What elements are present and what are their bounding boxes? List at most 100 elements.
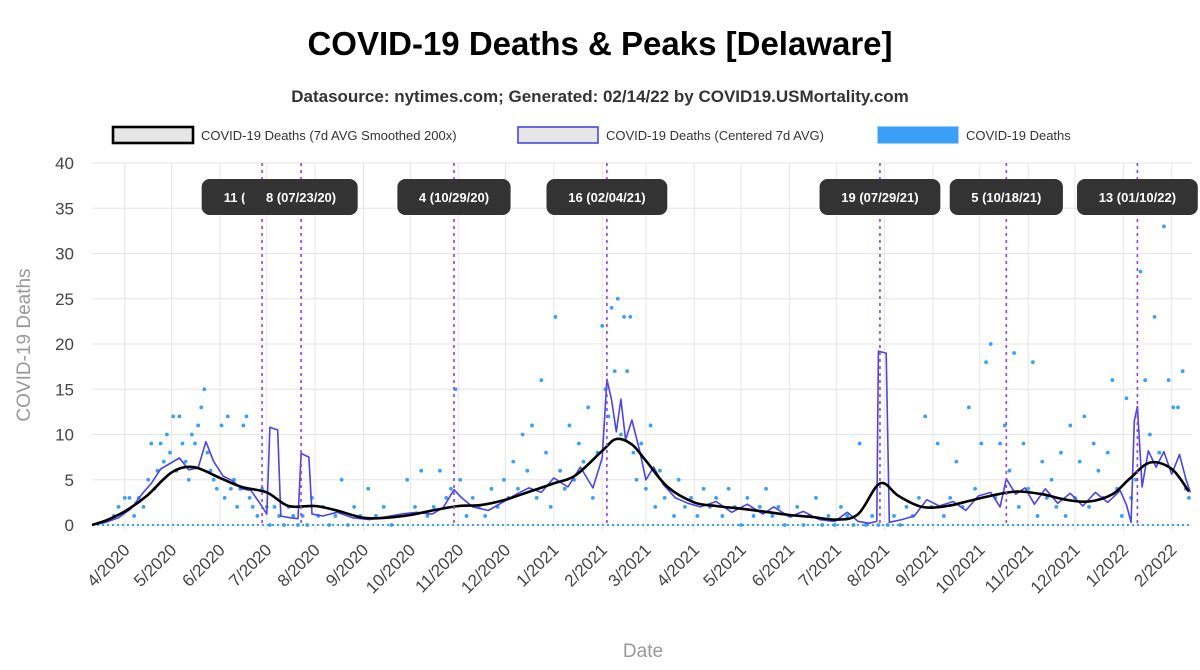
daily-point xyxy=(448,486,453,491)
daily-point xyxy=(864,523,868,527)
daily-point xyxy=(333,514,338,518)
avg7-line xyxy=(91,350,1192,526)
y-tick-label: 20 xyxy=(55,335,74,354)
y-tick-label: 5 xyxy=(65,471,74,490)
daily-point xyxy=(770,514,775,518)
y-tick-label: 10 xyxy=(55,426,74,445)
daily-point xyxy=(1119,514,1124,518)
daily-point xyxy=(1180,369,1185,374)
daily-point xyxy=(576,441,581,446)
x-tick-label: 8/2021 xyxy=(843,540,893,590)
daily-point xyxy=(622,314,626,319)
daily-point xyxy=(648,423,653,428)
daily-point xyxy=(502,477,506,482)
chart-title: COVID-19 Deaths & Peaks [Delaware] xyxy=(307,25,892,62)
daily-point xyxy=(998,441,1002,446)
daily-point xyxy=(720,514,725,518)
daily-point xyxy=(132,514,137,518)
y-tick-label: 25 xyxy=(55,290,74,309)
y-tick-label: 30 xyxy=(55,245,74,264)
daily-point xyxy=(625,369,630,374)
daily-point xyxy=(1012,351,1017,355)
x-axis-ticks: 4/20205/20206/20207/20208/20209/202010/2… xyxy=(83,540,1180,597)
x-tick-label: 4/2020 xyxy=(83,540,133,590)
daily-point xyxy=(857,441,862,446)
daily-point xyxy=(689,495,694,500)
daily-point xyxy=(1077,459,1082,464)
daily-point xyxy=(1063,514,1068,518)
daily-point xyxy=(214,486,219,491)
x-tick-label: 2/2022 xyxy=(1130,540,1180,590)
daily-point xyxy=(644,486,648,491)
daily-point xyxy=(168,450,172,455)
daily-point xyxy=(177,414,182,419)
daily-point xyxy=(966,405,971,410)
daily-point xyxy=(1059,450,1063,455)
daily-point xyxy=(586,405,591,410)
legend-label: COVID-19 Deaths (Centered 7d AVG) xyxy=(606,128,824,143)
daily-point xyxy=(516,486,520,491)
daily-point xyxy=(202,387,207,392)
x-tick-label: 12/2021 xyxy=(1027,540,1084,597)
daily-point xyxy=(183,459,188,464)
daily-point xyxy=(751,514,756,518)
daily-point xyxy=(483,514,488,518)
x-tick-label: 7/2021 xyxy=(795,540,845,590)
daily-point xyxy=(898,523,903,527)
y-tick-label: 35 xyxy=(55,199,74,218)
daily-point xyxy=(511,459,516,464)
x-tick-label: 3/2021 xyxy=(605,540,655,590)
x-axis-label: Date xyxy=(623,641,663,662)
daily-point xyxy=(235,505,240,509)
peak-label: 8 (07/23/20) xyxy=(266,190,336,205)
legend-swatch xyxy=(877,126,959,144)
daily-point xyxy=(222,495,227,500)
daily-point xyxy=(1110,378,1115,383)
daily-point xyxy=(676,477,681,482)
daily-point xyxy=(695,514,700,518)
daily-point xyxy=(904,505,909,509)
daily-point xyxy=(381,505,386,509)
daily-point xyxy=(1096,468,1101,473)
daily-point xyxy=(272,505,277,509)
daily-point xyxy=(581,459,586,464)
daily-point xyxy=(631,450,636,455)
peak-label-box xyxy=(819,179,941,215)
daily-point xyxy=(225,414,230,419)
daily-point xyxy=(352,505,357,509)
daily-point xyxy=(525,468,530,473)
daily-point xyxy=(1007,468,1012,473)
daily-point xyxy=(558,468,562,473)
peak-label-box xyxy=(244,179,358,215)
grid xyxy=(92,162,1192,531)
daily-point xyxy=(122,495,127,500)
daily-point xyxy=(339,477,344,482)
peak-label: 19 (07/29/21) xyxy=(841,190,918,205)
daily-point xyxy=(814,495,818,500)
daily-point xyxy=(672,514,676,518)
x-tick-label: 11/2021 xyxy=(981,540,1037,596)
daily-point xyxy=(127,495,132,500)
y-axis-ticks: 0 5 10 15 20 25 30 35 40 xyxy=(55,154,74,535)
daily-point xyxy=(1147,432,1152,437)
x-tick-label: 5/2021 xyxy=(700,540,750,590)
daily-point xyxy=(701,486,706,491)
peak-label: 4 (10/29/20) xyxy=(419,190,489,205)
daily-point xyxy=(973,486,978,491)
x-tick-label: 1/2021 xyxy=(512,540,562,590)
daily-point xyxy=(609,305,614,310)
legend-label: COVID-19 Deaths (7d AVG Smoothed 200x) xyxy=(201,128,457,143)
daily-point xyxy=(1082,414,1087,419)
daily-point xyxy=(158,441,163,446)
x-tick-label: 4/2021 xyxy=(653,540,703,590)
daily-point xyxy=(1087,505,1091,509)
legend-swatch xyxy=(517,126,599,144)
daily-point xyxy=(795,505,800,509)
daily-point xyxy=(464,514,469,518)
smoothed-series xyxy=(91,437,1190,527)
daily-point xyxy=(291,514,296,518)
daily-point xyxy=(189,432,194,437)
daily-point xyxy=(988,342,993,346)
daily-point xyxy=(764,486,768,491)
